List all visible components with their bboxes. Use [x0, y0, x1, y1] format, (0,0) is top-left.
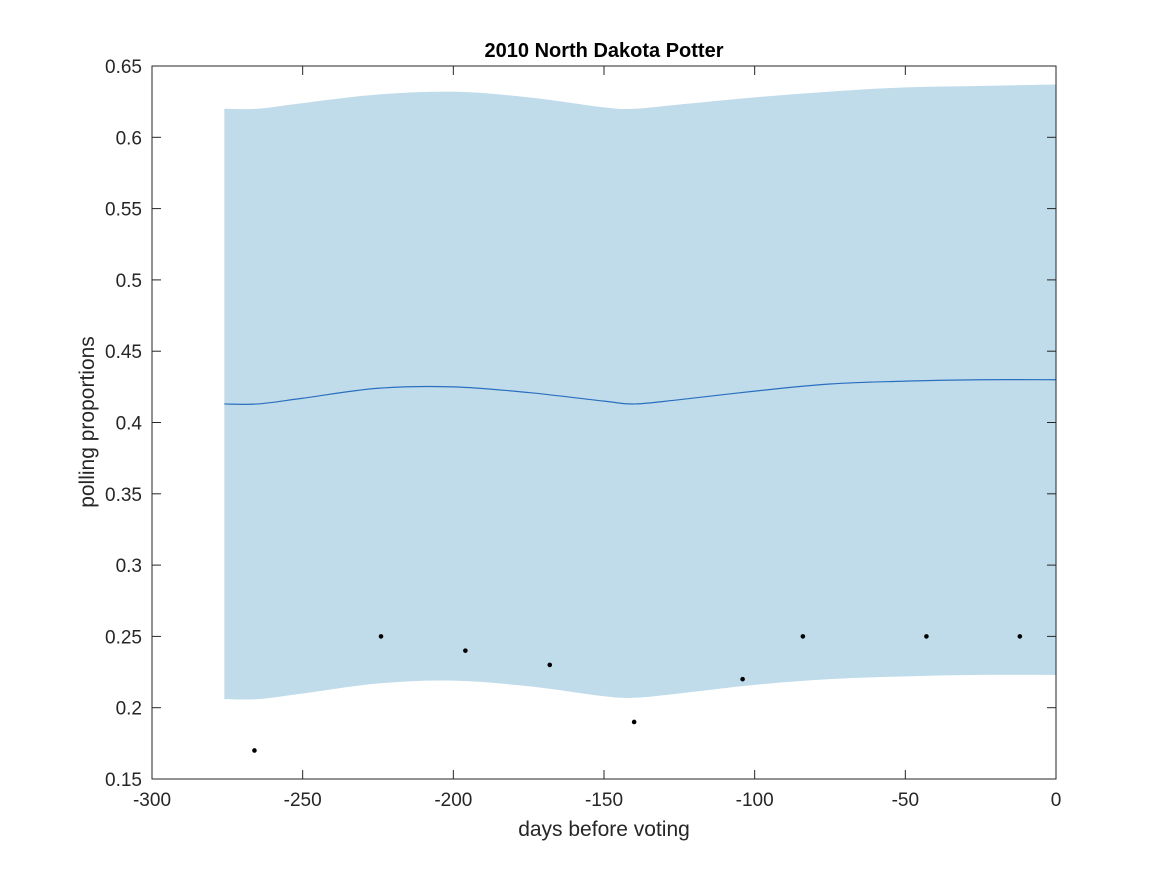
x-tick-label: 0 — [1051, 790, 1062, 811]
poll-point — [631, 719, 637, 725]
trend-line — [224, 379, 1057, 405]
x-tick-label: -250 — [284, 790, 322, 811]
poll-point — [800, 634, 806, 639]
x-tick-label: -100 — [736, 790, 774, 811]
poll-point — [463, 648, 468, 653]
poll-point — [547, 662, 553, 668]
poll-point — [740, 676, 745, 682]
y-tick-label: 0.55 — [105, 200, 142, 221]
y-tick-label: 0.2 — [116, 699, 142, 720]
y-tick-label: 0.15 — [105, 770, 142, 791]
y-tick-label: 0.35 — [105, 485, 142, 506]
x-tick-label: -200 — [434, 790, 472, 811]
x-tick-label: -150 — [585, 790, 623, 811]
y-axis-label: polling proportions — [76, 336, 99, 508]
poll-point — [252, 748, 257, 753]
axis-ticks: -300 -250 -200 -150 -100 -50 0 0.15 0.2 0.25 0.3 0.… — [105, 57, 1061, 811]
x-axis-label: days before voting — [518, 818, 690, 841]
x-tick-label: -50 — [892, 790, 919, 811]
chart-title: 2010 North Dakota Potter — [485, 40, 724, 62]
poll-point — [378, 634, 384, 639]
y-tick-label: 0.65 — [105, 57, 142, 78]
y-tick-label: 0.5 — [116, 271, 142, 292]
x-tick-label: -300 — [133, 790, 171, 811]
y-tick-label: 0.6 — [116, 128, 142, 149]
poll-point — [1017, 634, 1023, 639]
y-tick-label: 0.3 — [116, 556, 142, 577]
confidence-band — [224, 84, 1056, 700]
poll-point — [924, 634, 929, 639]
y-tick-label: 0.25 — [105, 627, 142, 648]
y-tick-label: 0.45 — [105, 342, 142, 363]
y-tick-label: 0.4 — [116, 414, 143, 435]
plot-area — [224, 84, 1057, 753]
